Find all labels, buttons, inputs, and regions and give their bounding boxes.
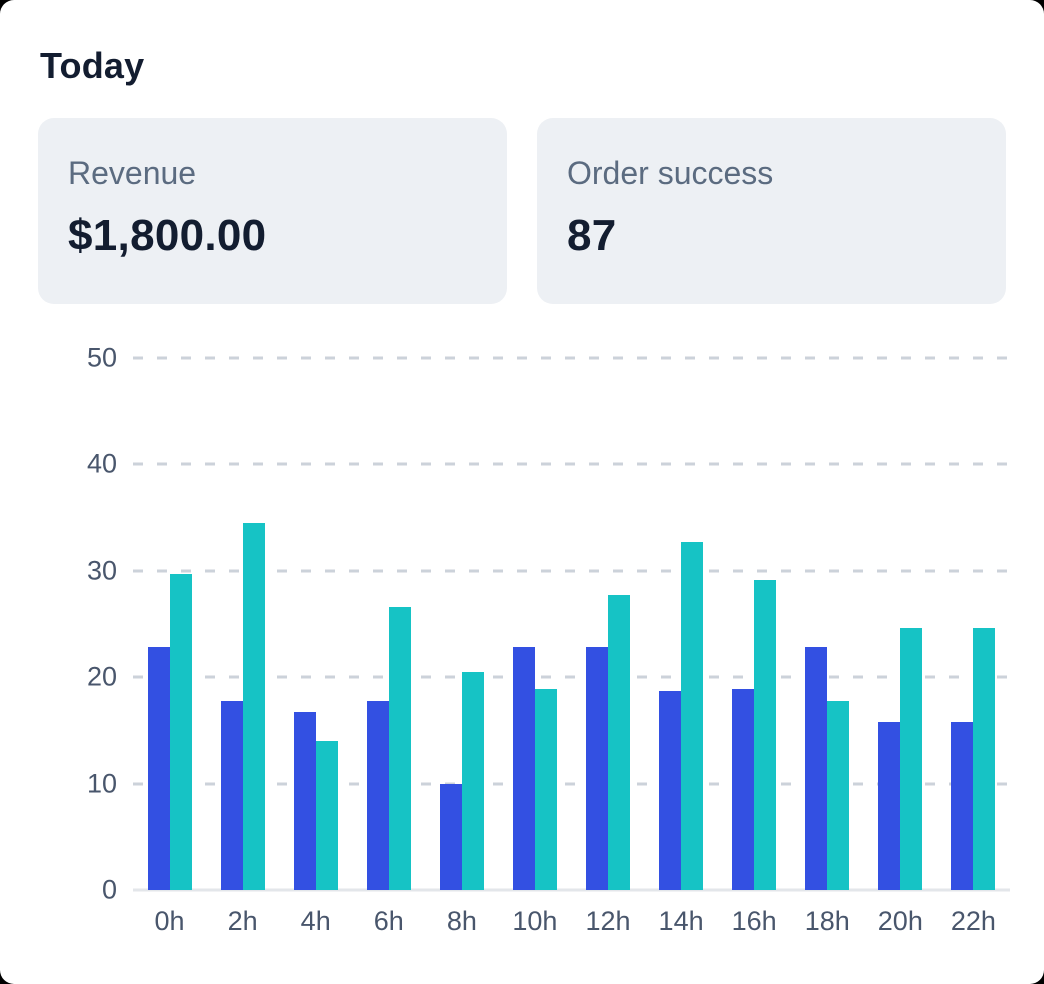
bar-group-14h — [645, 358, 718, 890]
bar-blue-18h — [805, 647, 828, 890]
x-axis-tick-label-18h: 18h — [804, 906, 850, 936]
x-axis-tick-label-16h: 16h — [731, 906, 777, 936]
bar-chart: 0 10 20 30 40 50 — [87, 343, 1010, 905]
bar-group-4h — [279, 358, 352, 890]
order-success-card: Order success 87 — [537, 118, 1006, 304]
y-gridline-10 — [133, 782, 1010, 786]
x-axis-tick-label-4h: 4h — [300, 906, 331, 936]
stat-cards-row: Revenue $1,800.00 Order success 87 — [38, 118, 1006, 304]
bar-blue-20h — [878, 721, 901, 890]
bar-group-10h — [498, 358, 571, 890]
bar-teal-0h — [169, 574, 192, 890]
order-success-card-label: Order success — [567, 155, 774, 191]
bar-group-2h — [206, 358, 279, 890]
bar-teal-22h — [973, 628, 996, 890]
bar-group-12h — [571, 358, 644, 890]
bar-teal-12h — [608, 595, 630, 890]
y-gridline-50 — [133, 356, 1010, 360]
x-axis-tick-label-6h: 6h — [373, 906, 404, 936]
bar-blue-8h — [439, 783, 462, 890]
bar-blue-10h — [512, 647, 535, 890]
bar-group-6h — [352, 358, 425, 890]
bar-teal-18h — [827, 700, 850, 890]
x-axis-tick-label-10h: 10h — [512, 906, 558, 936]
bar-teal-6h — [388, 606, 411, 890]
x-axis-tick-label-12h: 12h — [585, 906, 631, 936]
bar-teal-16h — [754, 580, 777, 890]
bar-teal-20h — [900, 628, 923, 890]
revenue-card-value: $1,800.00 — [68, 211, 267, 261]
y-axis-tick-label-30: 30 — [86, 555, 117, 586]
x-axis-tick-label-20h: 20h — [877, 906, 923, 936]
bar-blue-12h — [586, 647, 608, 890]
x-axis-baseline — [133, 888, 1010, 892]
x-axis-tick-label-8h: 8h — [446, 906, 477, 936]
x-axis-tick-label-2h: 2h — [227, 906, 258, 936]
bar-group-20h — [864, 358, 937, 890]
y-gridline-20 — [133, 675, 1010, 679]
y-axis-tick-label-0: 0 — [101, 874, 117, 905]
y-axis-tick-label-50: 50 — [86, 342, 117, 373]
bar-group-18h — [791, 358, 864, 890]
bar-blue-16h — [732, 688, 755, 890]
y-gridline-30 — [133, 569, 1010, 573]
bar-teal-4h — [315, 741, 338, 890]
bar-group-16h — [718, 358, 791, 890]
bar-blue-22h — [951, 721, 974, 890]
page-title: Today — [40, 45, 145, 86]
revenue-card-label: Revenue — [68, 155, 197, 191]
bar-blue-6h — [366, 700, 389, 890]
bar-blue-0h — [147, 647, 170, 890]
bar-group-22h — [937, 358, 1010, 890]
y-axis-tick-label-40: 40 — [86, 448, 117, 479]
bar-teal-2h — [242, 522, 265, 890]
x-axis-labels: 0h 2h 4h 6h 8h 10h 12h 14h 16h 18h 20h 22h — [133, 904, 1010, 939]
bar-group-0h — [133, 358, 206, 890]
bar-blue-4h — [293, 712, 316, 890]
y-axis-tick-label-20: 20 — [86, 661, 117, 692]
bar-blue-2h — [220, 700, 243, 890]
bar-group-8h — [425, 358, 498, 890]
bar-teal-14h — [681, 542, 704, 890]
revenue-card: Revenue $1,800.00 — [38, 118, 507, 304]
x-axis-tick-label-22h: 22h — [950, 906, 996, 936]
x-axis-tick-label-0h: 0h — [154, 906, 185, 936]
bar-teal-10h — [534, 688, 557, 890]
bars-layer — [133, 358, 1010, 890]
x-axis-tick-label-14h: 14h — [658, 906, 704, 936]
y-axis-tick-label-10: 10 — [86, 768, 117, 799]
bar-teal-8h — [461, 671, 484, 890]
y-gridline-40 — [133, 462, 1010, 466]
order-success-card-value: 87 — [567, 211, 617, 261]
bar-blue-14h — [659, 691, 682, 890]
